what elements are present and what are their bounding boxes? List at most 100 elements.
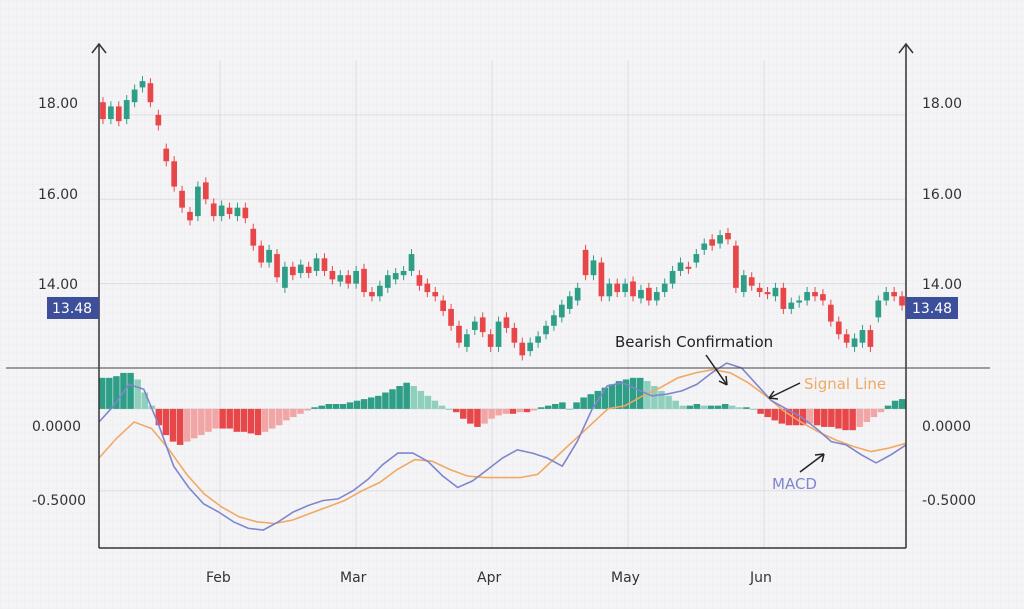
candle-body — [796, 300, 803, 303]
macd-tick-0-right: 0.0000 — [922, 419, 971, 435]
candle-body — [115, 106, 122, 122]
macd-tick-0-left: 0.0000 — [32, 419, 81, 435]
histogram-bar — [460, 408, 467, 419]
histogram-bar — [601, 387, 609, 409]
histogram-bar — [254, 408, 262, 436]
candle-body — [226, 207, 233, 214]
candle-body — [171, 161, 178, 187]
histogram-bar — [863, 408, 871, 422]
macd-y-ticks-left: -0.5000 0.0000 — [32, 419, 86, 509]
histogram-bar — [403, 382, 410, 409]
candle-body — [250, 228, 257, 246]
candle-body — [899, 296, 905, 306]
histogram-bar — [792, 408, 800, 426]
candle-body — [883, 292, 890, 301]
histogram-bar — [835, 408, 842, 429]
histogram-bar — [891, 400, 899, 409]
price-tick-16-right: 16.00 — [922, 187, 962, 203]
histogram-bar — [205, 408, 212, 432]
histogram-bar — [297, 408, 304, 414]
x-label-mar: Mar — [340, 570, 367, 586]
candle-body — [511, 327, 518, 343]
candle-body — [875, 300, 882, 318]
current-price-badge-left: 13.48 — [47, 297, 99, 319]
candle-body — [527, 342, 534, 352]
annotation-signal-text: Signal Line — [804, 375, 886, 393]
price-y-ticks-left: 14.00 16.00 18.00 — [38, 96, 78, 293]
candle-body — [851, 338, 858, 347]
histogram-bar — [622, 379, 630, 409]
candle-body — [408, 254, 415, 271]
histogram-bar — [707, 405, 715, 409]
right-axis-arrow — [898, 42, 914, 54]
histogram-bar — [339, 404, 347, 409]
candle-body — [551, 315, 557, 326]
candle-body — [693, 254, 700, 263]
candle-body — [234, 207, 241, 217]
x-axis-labels: Feb Mar Apr May Jun — [206, 570, 772, 586]
histogram-bar — [566, 408, 573, 410]
candle-body — [369, 292, 375, 297]
histogram-bar — [417, 390, 425, 409]
candle-body — [503, 317, 510, 328]
candle-body — [701, 243, 708, 250]
histogram-bar — [488, 408, 495, 419]
candle-body — [242, 207, 249, 219]
price-tick-18-right: 18.00 — [922, 96, 962, 112]
candle-body — [622, 283, 628, 293]
histogram-bar — [828, 408, 835, 427]
histogram-bar — [240, 408, 248, 432]
candle-body — [258, 245, 265, 263]
x-label-jun: Jun — [749, 570, 772, 586]
price-tick-16-left: 16.00 — [38, 187, 78, 203]
histogram-bar — [353, 400, 361, 409]
macd-line — [98, 362, 907, 531]
histogram-bar — [113, 376, 120, 409]
histogram-bar — [771, 408, 779, 421]
histogram-bar — [530, 408, 538, 411]
histogram-bar — [785, 408, 793, 426]
candle-body — [100, 102, 106, 120]
candle-body — [717, 235, 723, 244]
candle-body — [274, 254, 280, 278]
candle-body — [179, 190, 185, 208]
candle-body — [282, 266, 288, 288]
candle-body — [329, 270, 336, 280]
annotation-macd-text: MACD — [772, 475, 817, 493]
candle-body — [400, 270, 407, 276]
candle-body — [804, 292, 810, 301]
histogram-bar — [467, 408, 474, 424]
candle-body — [163, 148, 170, 162]
candle-body — [519, 342, 526, 356]
candle-body — [432, 292, 439, 297]
histogram-bar — [608, 384, 616, 409]
candle-body — [685, 266, 692, 269]
candle-body — [305, 266, 312, 274]
histogram-bar — [268, 408, 276, 429]
candle-body — [788, 302, 795, 309]
macd-lines — [98, 362, 907, 531]
histogram-bar — [445, 408, 453, 410]
candle-body — [448, 308, 454, 326]
histogram-bar — [134, 379, 141, 409]
candle-body — [392, 273, 399, 280]
histogram-bar — [523, 408, 531, 413]
annotation-signal: Signal Line — [768, 375, 886, 400]
histogram-bar — [162, 408, 170, 436]
histogram-bar — [736, 407, 743, 409]
histogram-bar — [127, 372, 134, 409]
histogram-bar — [743, 407, 750, 409]
candle-body — [780, 287, 787, 309]
histogram-bar — [637, 377, 644, 409]
candle-body — [471, 321, 478, 331]
histogram-bar — [304, 408, 311, 411]
histogram-bar — [502, 408, 510, 414]
candle-body — [195, 186, 201, 217]
macd-tick-neg05-left: -0.5000 — [32, 493, 86, 509]
candle-body — [709, 239, 716, 246]
candle-body — [812, 292, 818, 297]
histogram-bar — [389, 389, 396, 409]
histogram-bar — [332, 404, 340, 409]
histogram-bar — [544, 405, 552, 409]
